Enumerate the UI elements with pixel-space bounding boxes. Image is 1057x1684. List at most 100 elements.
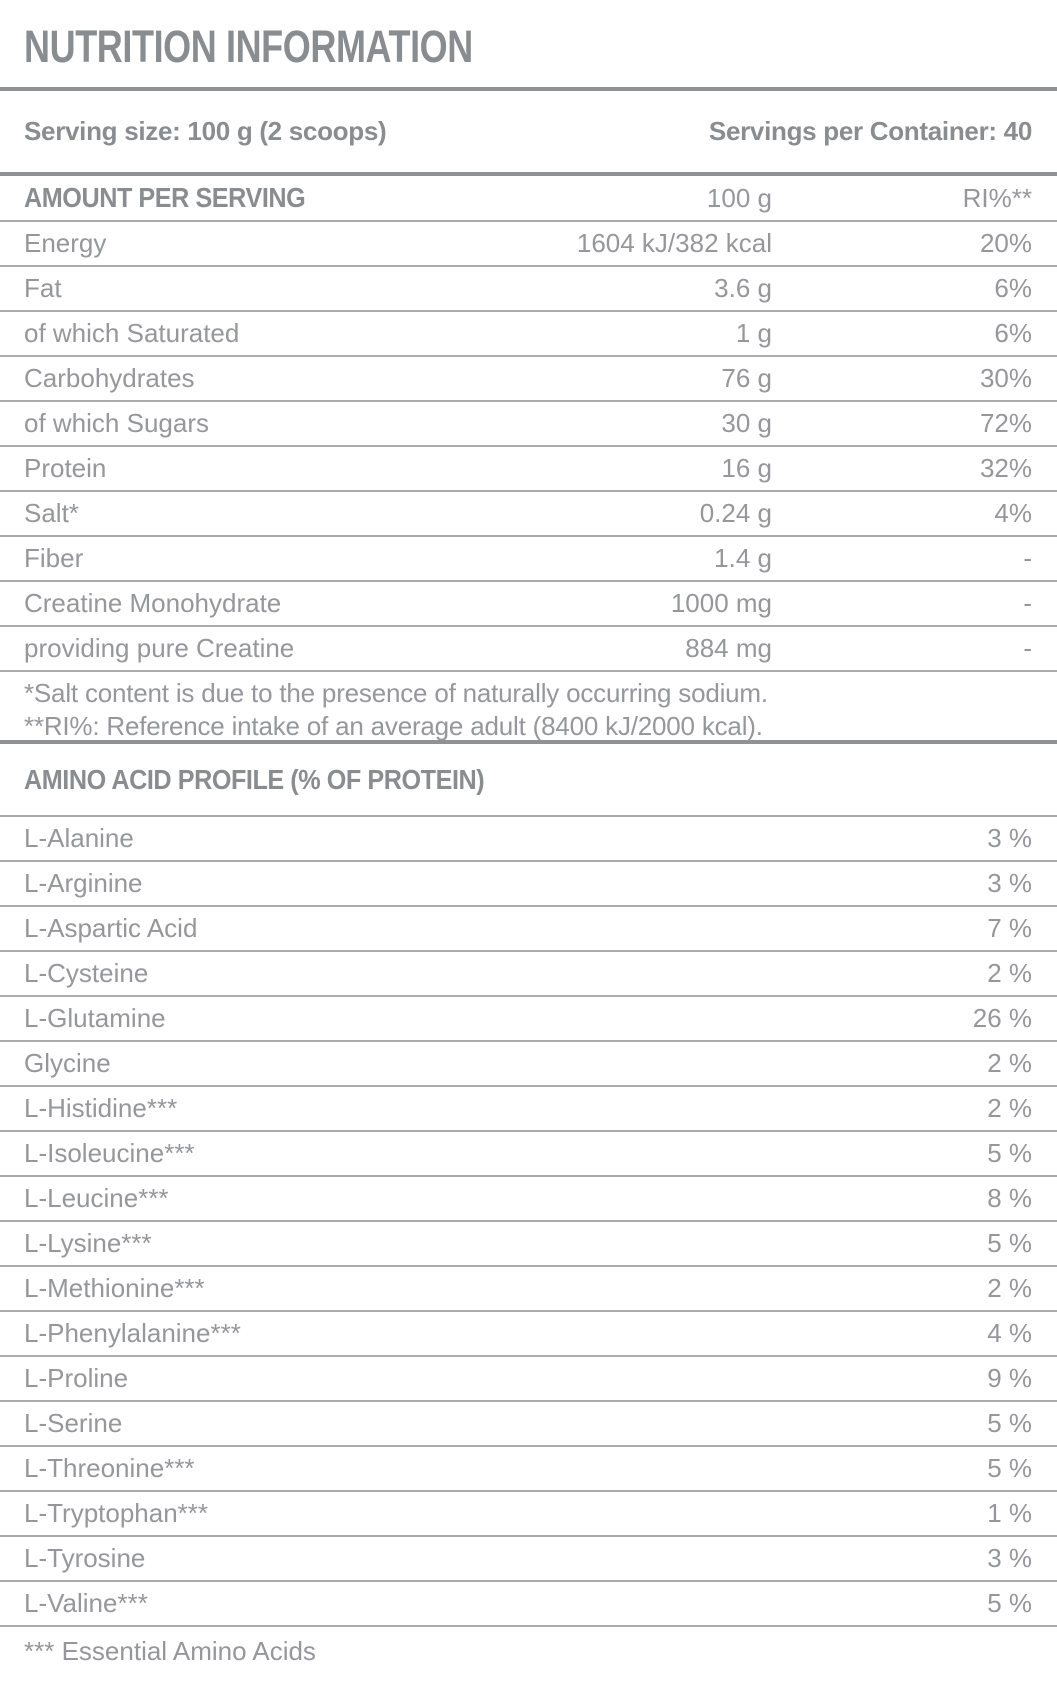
nutrient-row: Protein 16 g 32% bbox=[0, 445, 1057, 490]
nutrient-ri-percent: - bbox=[1023, 543, 1032, 573]
nutrient-ri-percent: 20% bbox=[979, 228, 1032, 258]
divider-thick-amino bbox=[0, 740, 1057, 744]
amino-acid-percent: 5 % bbox=[987, 1453, 1032, 1483]
amino-acid-name: L-Glutamine bbox=[24, 1003, 166, 1033]
nutrient-ri-percent: 6% bbox=[994, 318, 1032, 348]
amino-acid-percent: 2 % bbox=[987, 1273, 1032, 1303]
amino-acid-percent: 5 % bbox=[987, 1228, 1032, 1258]
amino-acid-percent: 4 % bbox=[987, 1318, 1032, 1348]
amino-acid-row: L-Tyrosine 3 % bbox=[0, 1535, 1057, 1580]
nutrient-amount: 30 g bbox=[721, 408, 772, 438]
amino-section-header: AMINO ACID PROFILE (% OF PROTEIN) bbox=[0, 744, 1057, 815]
amino-acid-row: L-Cysteine 2 % bbox=[0, 950, 1057, 995]
amino-section-title: AMINO ACID PROFILE (% OF PROTEIN) bbox=[24, 763, 485, 795]
nutrient-amount: 1000 mg bbox=[670, 588, 772, 618]
amino-acid-row: L-Histidine*** 2 % bbox=[0, 1085, 1057, 1130]
amino-acid-name: L-Methionine*** bbox=[24, 1273, 205, 1303]
column-header-amount-per-serving: AMOUNT PER SERVING bbox=[24, 182, 306, 213]
nutrient-amount: 16 g bbox=[721, 453, 772, 483]
nutrient-amount: 0.24 g bbox=[699, 498, 772, 528]
amino-acid-row: L-Arginine 3 % bbox=[0, 860, 1057, 905]
amino-acid-percent: 2 % bbox=[987, 1048, 1032, 1078]
nutrient-row: Energy 1604 kJ/382 kcal 20% bbox=[0, 220, 1057, 265]
amino-acid-name: L-Histidine*** bbox=[24, 1093, 178, 1123]
divider-thick-serving bbox=[0, 172, 1057, 176]
amino-acid-row: L-Serine 5 % bbox=[0, 1400, 1057, 1445]
nutrition-table-header-row: AMOUNT PER SERVING 100 g RI%** bbox=[0, 176, 1057, 220]
nutrient-name: Fat bbox=[24, 273, 62, 303]
amino-acid-row: L-Phenylalanine*** 4 % bbox=[0, 1310, 1057, 1355]
amino-acid-percent: 9 % bbox=[987, 1363, 1032, 1393]
nutrient-ri-percent: - bbox=[1023, 588, 1032, 618]
footnotes-block: *Salt content is due to the presence of … bbox=[0, 670, 1057, 741]
amino-acid-name: Glycine bbox=[24, 1048, 111, 1078]
nutrient-row: Fat 3.6 g 6% bbox=[0, 265, 1057, 310]
amino-acid-percent: 3 % bbox=[987, 823, 1032, 853]
amino-acid-table: L-Alanine 3 % L-Arginine 3 % L-Aspartic … bbox=[0, 815, 1057, 1625]
nutrient-ri-percent: 30% bbox=[979, 363, 1032, 393]
amino-acid-row: L-Methionine*** 2 % bbox=[0, 1265, 1057, 1310]
essential-amino-acids-note: *** Essential Amino Acids bbox=[24, 1636, 316, 1666]
amino-acid-name: L-Tyrosine bbox=[24, 1543, 146, 1573]
amino-acid-row: L-Threonine*** 5 % bbox=[0, 1445, 1057, 1490]
serving-size-label: Serving size: 100 g (2 scoops) bbox=[24, 116, 387, 146]
nutrient-amount: 1604 kJ/382 kcal bbox=[576, 228, 772, 258]
amino-acid-name: L-Arginine bbox=[24, 868, 143, 898]
amino-acid-row: L-Isoleucine*** 5 % bbox=[0, 1130, 1057, 1175]
nutrient-ri-percent: 6% bbox=[994, 273, 1032, 303]
amino-acid-name: L-Leucine*** bbox=[24, 1183, 169, 1213]
amino-acid-percent: 8 % bbox=[987, 1183, 1032, 1213]
amino-acid-row: L-Glutamine 26 % bbox=[0, 995, 1057, 1040]
title-section: NUTRITION INFORMATION bbox=[0, 0, 1057, 87]
nutrient-amount: 884 mg bbox=[685, 633, 772, 663]
divider-thick-top bbox=[0, 87, 1057, 91]
amino-acid-percent: 3 % bbox=[987, 868, 1032, 898]
amino-acid-row: L-Lysine*** 5 % bbox=[0, 1220, 1057, 1265]
nutrient-row: providing pure Creatine 884 mg - bbox=[0, 625, 1057, 670]
amino-acid-name: L-Proline bbox=[24, 1363, 129, 1393]
nutrient-name: Salt* bbox=[24, 498, 79, 528]
nutrient-name: Fiber bbox=[24, 543, 84, 573]
nutrient-amount: 1.4 g bbox=[714, 543, 772, 573]
amino-footnote-block: *** Essential Amino Acids bbox=[0, 1625, 1057, 1684]
amino-acid-percent: 5 % bbox=[987, 1408, 1032, 1438]
amino-acid-name: L-Cysteine bbox=[24, 958, 149, 988]
nutrient-ri-percent: 32% bbox=[979, 453, 1032, 483]
amino-acid-percent: 5 % bbox=[987, 1138, 1032, 1168]
nutrient-name: Creatine Monohydrate bbox=[24, 588, 282, 618]
nutrient-name: of which Saturated bbox=[24, 318, 240, 348]
nutrient-name: Energy bbox=[24, 228, 107, 258]
column-header-ri-percent: RI%** bbox=[962, 182, 1032, 213]
amino-acid-percent: 3 % bbox=[987, 1543, 1032, 1573]
amino-acid-percent: 5 % bbox=[987, 1588, 1032, 1618]
nutrient-name: Carbohydrates bbox=[24, 363, 195, 393]
nutrient-ri-percent: 72% bbox=[979, 408, 1032, 438]
nutrient-row: of which Saturated 1 g 6% bbox=[0, 310, 1057, 355]
nutrient-ri-percent: - bbox=[1023, 633, 1032, 663]
amino-acid-row: L-Leucine*** 8 % bbox=[0, 1175, 1057, 1220]
servings-per-container-label: Servings per Container: 40 bbox=[708, 116, 1032, 146]
amino-acid-percent: 1 % bbox=[987, 1498, 1032, 1528]
amino-acid-row: L-Tryptophan*** 1 % bbox=[0, 1490, 1057, 1535]
amino-acid-row: L-Alanine 3 % bbox=[0, 815, 1057, 860]
serving-info-bar: Serving size: 100 g (2 scoops) Servings … bbox=[0, 91, 1057, 172]
amino-acid-row: L-Aspartic Acid 7 % bbox=[0, 905, 1057, 950]
column-header-amount: 100 g bbox=[706, 182, 772, 213]
nutrient-amount: 1 g bbox=[735, 318, 772, 348]
page-title: NUTRITION INFORMATION bbox=[24, 21, 473, 72]
nutrient-amount: 3.6 g bbox=[714, 273, 772, 303]
amino-acid-name: L-Aspartic Acid bbox=[24, 913, 198, 943]
amino-acid-name: L-Threonine*** bbox=[24, 1453, 195, 1483]
amino-acid-name: L-Tryptophan*** bbox=[24, 1498, 209, 1528]
nutrition-table-body: Energy 1604 kJ/382 kcal 20% Fat 3.6 g 6%… bbox=[0, 220, 1057, 670]
footnote-ri: **RI%: Reference intake of an average ad… bbox=[24, 711, 763, 741]
nutrient-row: Fiber 1.4 g - bbox=[0, 535, 1057, 580]
nutrient-amount: 76 g bbox=[721, 363, 772, 393]
amino-acid-row: L-Valine*** 5 % bbox=[0, 1580, 1057, 1625]
nutrition-table: AMOUNT PER SERVING 100 g RI%** Energy 16… bbox=[0, 176, 1057, 670]
amino-acid-row: L-Proline 9 % bbox=[0, 1355, 1057, 1400]
amino-acid-row: Glycine 2 % bbox=[0, 1040, 1057, 1085]
amino-acid-name: L-Phenylalanine*** bbox=[24, 1318, 241, 1348]
nutrient-row: Salt* 0.24 g 4% bbox=[0, 490, 1057, 535]
amino-acid-percent: 2 % bbox=[987, 958, 1032, 988]
